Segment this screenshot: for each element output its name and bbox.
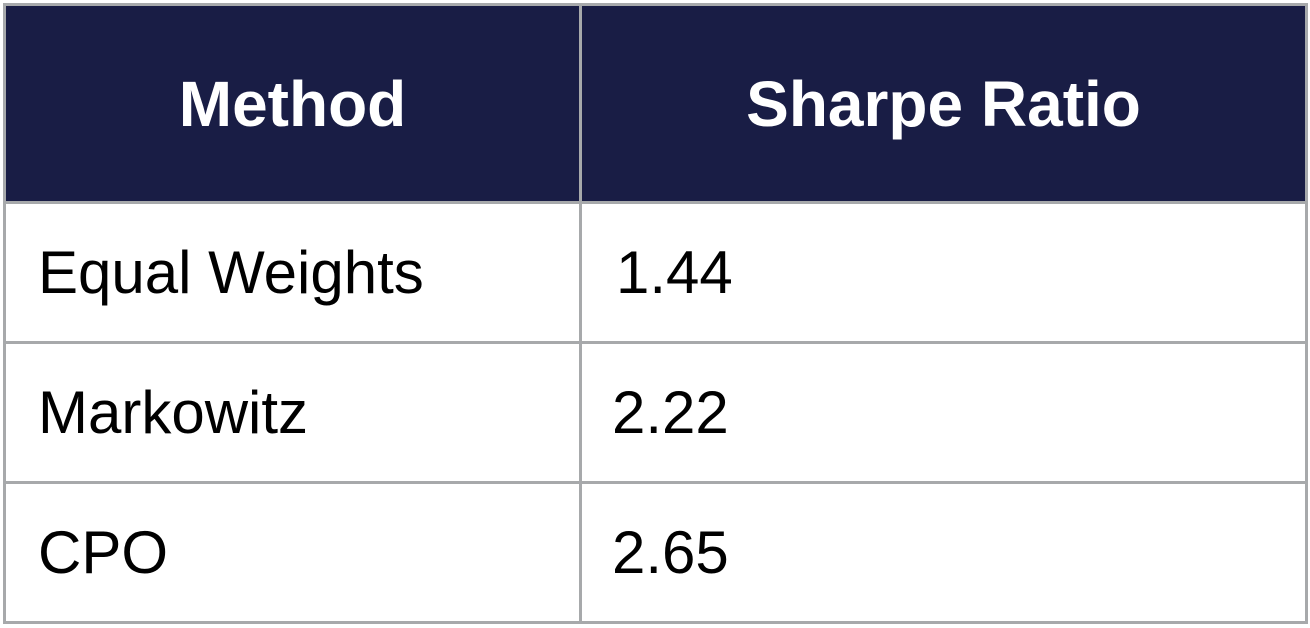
column-header-sharpe-ratio: Sharpe Ratio bbox=[579, 3, 1308, 204]
sharpe-ratio-cell: 1.44 bbox=[579, 201, 1308, 344]
method-cell: CPO bbox=[3, 481, 582, 624]
header-row: Method Sharpe Ratio bbox=[3, 3, 1308, 204]
method-cell: Equal Weights bbox=[3, 201, 582, 344]
sharpe-ratio-cell: 2.22 bbox=[579, 341, 1308, 484]
table-row: CPO 2.65 bbox=[3, 481, 1308, 624]
table-row: Equal Weights 1.44 bbox=[3, 201, 1308, 344]
sharpe-ratio-cell: 2.65 bbox=[579, 481, 1308, 624]
method-cell: Markowitz bbox=[3, 341, 582, 484]
table-row: Markowitz 2.22 bbox=[3, 341, 1308, 484]
sharpe-ratio-table: Method Sharpe Ratio Equal Weights 1.44 M… bbox=[3, 3, 1308, 624]
column-header-method: Method bbox=[3, 3, 582, 204]
